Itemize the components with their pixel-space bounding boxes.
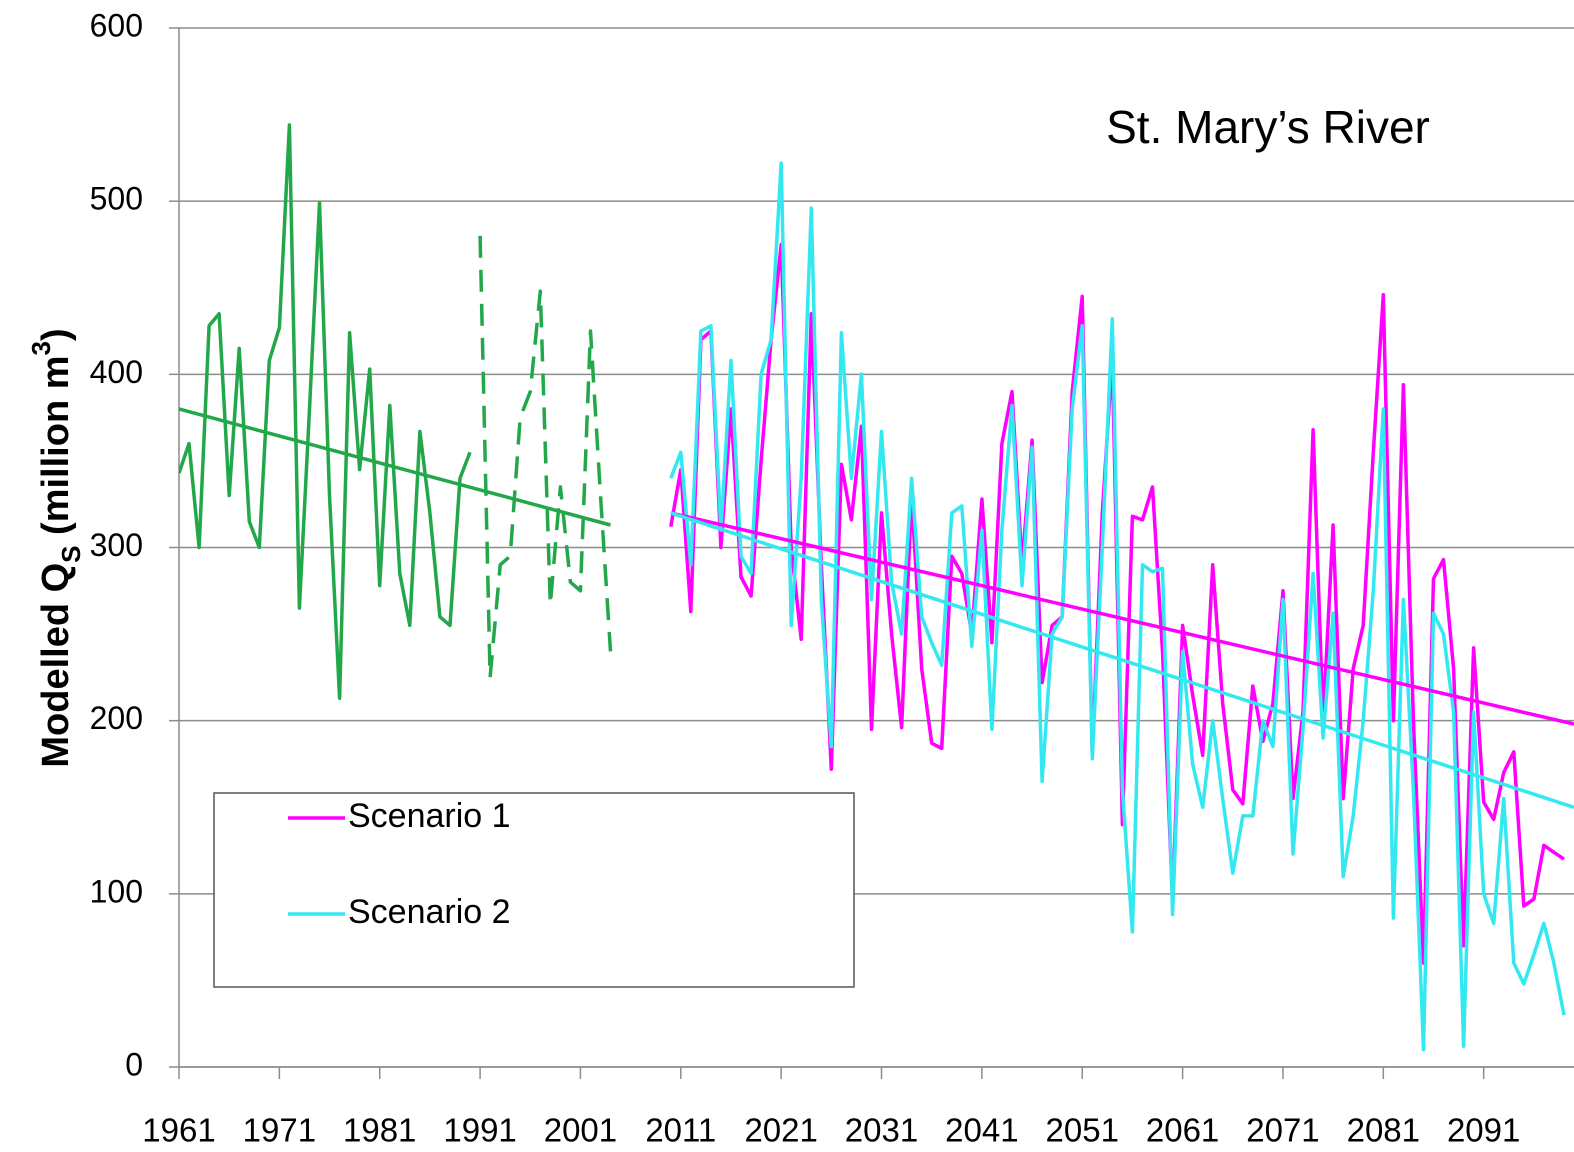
x-tick-label: 2041 bbox=[945, 1112, 1018, 1149]
x-tick-label: 1961 bbox=[142, 1112, 215, 1149]
x-tick-label: 2031 bbox=[845, 1112, 918, 1149]
x-tick-label: 2091 bbox=[1447, 1112, 1520, 1149]
y-tick-label: 0 bbox=[125, 1046, 143, 1082]
x-tick-label: 2021 bbox=[744, 1112, 817, 1149]
x-tick-label: 2011 bbox=[645, 1112, 716, 1149]
y-tick-label: 600 bbox=[90, 7, 143, 43]
y-label-part: S bbox=[56, 545, 86, 562]
y-tick-label: 100 bbox=[90, 873, 143, 909]
legend-label: Scenario 1 bbox=[348, 797, 511, 835]
series-line bbox=[669, 161, 1566, 1052]
x-tick-label: 2081 bbox=[1347, 1112, 1420, 1149]
series-line bbox=[670, 511, 1574, 809]
y-label-part: (million m bbox=[35, 355, 77, 545]
legend-box bbox=[213, 792, 855, 988]
x-tick-label: 2061 bbox=[1146, 1112, 1219, 1149]
y-axis-label: Modelled QS (million m3) bbox=[26, 328, 86, 767]
y-tick-label: 500 bbox=[90, 181, 143, 217]
x-tick-label: 1981 bbox=[343, 1112, 416, 1149]
x-tick-label: 2051 bbox=[1046, 1112, 1119, 1149]
y-label-part: ) bbox=[35, 328, 77, 341]
series-line bbox=[179, 123, 472, 700]
x-tick-label: 1971 bbox=[243, 1112, 316, 1149]
x-tick-label: 1991 bbox=[443, 1112, 516, 1149]
y-label-part: Modelled Q bbox=[35, 563, 77, 768]
series-line bbox=[670, 511, 1574, 726]
y-label-part: 3 bbox=[26, 341, 56, 355]
annotation: St. Mary’s River bbox=[1106, 101, 1430, 153]
x-tick-label: 2001 bbox=[544, 1112, 617, 1149]
y-tick-label: 300 bbox=[90, 527, 143, 563]
plot-area bbox=[179, 123, 1574, 1052]
legend: Scenario 1 Scenario 2 bbox=[213, 792, 855, 988]
series-line bbox=[179, 407, 611, 527]
y-tick-label: 200 bbox=[90, 700, 143, 736]
legend-label: Scenario 2 bbox=[348, 893, 511, 931]
y-tick-label: 400 bbox=[90, 354, 143, 390]
series-line bbox=[478, 235, 613, 680]
x-tick-label: 2071 bbox=[1246, 1112, 1319, 1149]
